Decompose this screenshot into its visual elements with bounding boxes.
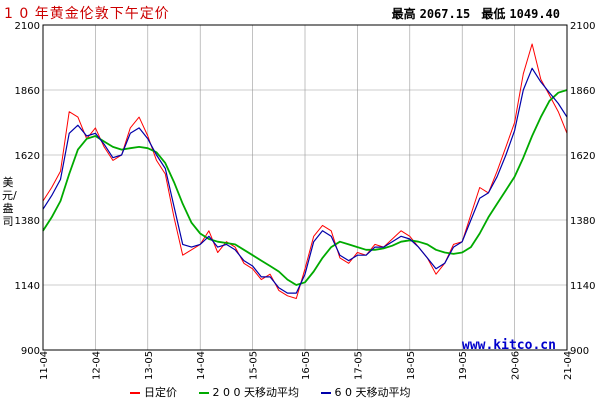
series-line-daily bbox=[42, 43, 568, 299]
x-tick-label: 21-04 bbox=[563, 351, 574, 380]
high-label: 最高 bbox=[391, 7, 416, 21]
legend: 日定价 2 0 0 天移动平均 6 0 天移动平均 bbox=[130, 384, 429, 400]
series-line-ma200 bbox=[42, 89, 568, 286]
x-tick-label: 14-04 bbox=[196, 351, 207, 380]
low-label: 最低 bbox=[481, 7, 506, 21]
y-tick-label-left: 1620 bbox=[15, 151, 40, 162]
legend-label-daily: 日定价 bbox=[144, 386, 177, 399]
x-tick-label: 13-05 bbox=[144, 351, 155, 380]
y-tick-label-left: 2100 bbox=[15, 21, 40, 32]
watermark: www.kitco.cn bbox=[462, 338, 556, 353]
high-low-stats: 最高 2067.15 最低 1049.40 bbox=[388, 5, 560, 22]
y-tick-label-left: 1860 bbox=[15, 86, 40, 97]
x-tick-label: 15-05 bbox=[249, 351, 260, 380]
y-tick-label-right: 1140 bbox=[570, 281, 595, 292]
legend-swatch-ma60 bbox=[320, 392, 331, 394]
x-tick-label: 19-05 bbox=[458, 351, 469, 380]
legend-swatch-ma200 bbox=[198, 392, 209, 394]
y-tick-label-left: 1380 bbox=[15, 216, 40, 227]
legend-label-ma200: 2 0 0 天移动平均 bbox=[212, 386, 300, 399]
legend-item-ma60: 6 0 天移动平均 bbox=[320, 384, 411, 400]
legend-item-daily: 日定价 bbox=[130, 384, 177, 400]
legend-item-ma200: 2 0 0 天移动平均 bbox=[198, 384, 300, 400]
x-tick-label: 17-05 bbox=[353, 351, 364, 380]
x-tick-label: 18-05 bbox=[406, 351, 417, 380]
axis-layer: 900 900 1140 1140 1380 1380 1620 1620 1860 1860 21… bbox=[15, 21, 596, 380]
x-tick-label: 16-05 bbox=[301, 351, 312, 380]
x-tick-label: 12-04 bbox=[91, 351, 102, 380]
x-tick-label: 20-06 bbox=[511, 351, 522, 380]
series-layer bbox=[42, 43, 568, 299]
legend-label-ma60: 6 0 天移动平均 bbox=[334, 386, 411, 399]
y-tick-label-right: 1620 bbox=[570, 151, 595, 162]
grid-layer bbox=[43, 25, 567, 350]
plot-frame bbox=[42, 24, 568, 351]
legend-swatch-daily bbox=[130, 392, 140, 394]
y-axis-label: 美元/盎司 bbox=[2, 176, 17, 228]
y-tick-label-right: 2100 bbox=[570, 21, 595, 32]
high-value: 2067.15 bbox=[419, 7, 471, 21]
series-line-ma60 bbox=[42, 67, 568, 294]
y-tick-label-right: 900 bbox=[570, 346, 589, 357]
chart-title: 1 0 年黄金伦敦下午定价 bbox=[4, 6, 170, 22]
x-tick-label: 11-04 bbox=[39, 351, 50, 380]
y-tick-label-right: 1860 bbox=[570, 86, 595, 97]
low-value: 1049.40 bbox=[509, 7, 560, 21]
y-tick-label-left: 900 bbox=[21, 346, 40, 357]
y-tick-label-right: 1380 bbox=[570, 216, 595, 227]
y-tick-label-left: 1140 bbox=[15, 281, 40, 292]
